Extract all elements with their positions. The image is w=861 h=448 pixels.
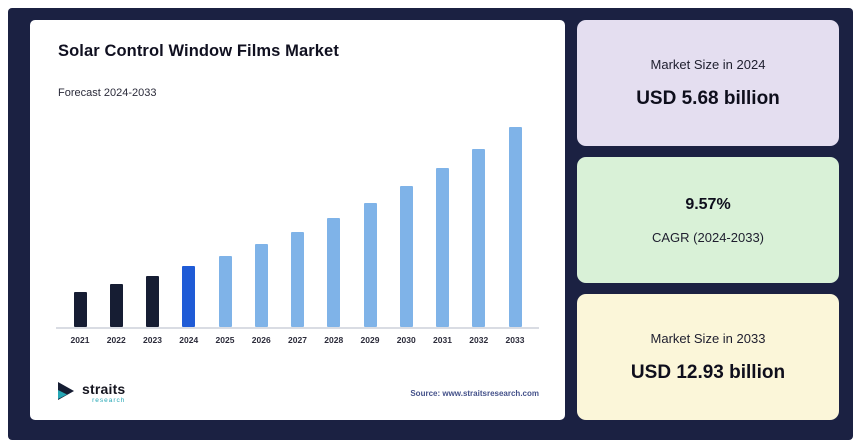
stat-card-cagr: 9.57% CAGR (2024-2033) [577, 157, 839, 283]
chart-subtitle: Forecast 2024-2033 [58, 87, 157, 99]
bar-slot [436, 117, 449, 327]
x-tick-label: 2029 [360, 335, 380, 345]
brand: straits research [56, 381, 125, 406]
bar [182, 266, 196, 327]
x-tick-label: 2033 [505, 335, 525, 345]
page-panel: Solar Control Window Films Market Foreca… [8, 8, 853, 440]
brand-subname: research [92, 397, 126, 405]
x-tick-label: 2027 [288, 335, 307, 345]
bar [472, 149, 486, 327]
bar-slot [218, 117, 232, 327]
bar [436, 168, 449, 327]
chart-title: Solar Control Window Films Market [58, 42, 339, 60]
stat-label: CAGR (2024-2033) [652, 229, 764, 245]
bar [363, 203, 377, 327]
bar [73, 292, 87, 327]
x-tick-label: 2025 [215, 335, 235, 345]
bar-slot [146, 117, 159, 327]
bar-group: 2027 [282, 117, 314, 353]
bar [327, 218, 341, 327]
stat-card-market-size-2033: Market Size in 2033 USD 12.93 billion [577, 294, 839, 420]
bar-group: 2022 [100, 117, 132, 353]
bar-group: 2030 [390, 117, 422, 353]
stat-card-market-size-2024: Market Size in 2024 USD 5.68 billion [577, 20, 839, 146]
bar-slot [472, 117, 486, 327]
bar-group: 2029 [354, 117, 386, 353]
straits-logo-icon [56, 381, 76, 406]
x-tick-label: 2026 [251, 335, 271, 345]
bar-slot [327, 117, 341, 327]
bar [218, 256, 232, 327]
x-tick-label: 2028 [324, 335, 344, 345]
bar-slot [109, 117, 123, 327]
bar-group: 2026 [245, 117, 277, 353]
x-tick-label: 2021 [70, 335, 90, 345]
stat-label: Market Size in 2033 [650, 330, 766, 346]
bar-slot [254, 117, 268, 327]
bars-container: 2021 2022 2023 2024 2025 2026 2027 2028 2029 2030… [64, 117, 531, 353]
source-text: Source: www.straitsresearch.com [410, 389, 539, 398]
x-tick-label: 2031 [433, 335, 452, 345]
chart-footer: straits research Source: www.straitsrese… [56, 381, 539, 406]
bar-group: 2024 [173, 117, 205, 353]
bar-chart: 2021 2022 2023 2024 2025 2026 2027 2028 2029 2030… [56, 117, 539, 353]
brand-name: straits [82, 381, 126, 398]
bar-group: 2025 [209, 117, 241, 353]
x-tick-label: 2022 [106, 335, 126, 345]
bar [109, 284, 123, 327]
chart-card: Solar Control Window Films Market Foreca… [30, 20, 565, 420]
bar [291, 232, 304, 327]
bar-slot [363, 117, 377, 327]
x-tick-label: 2024 [179, 335, 199, 345]
x-tick-label: 2032 [469, 335, 489, 345]
bar [254, 244, 268, 327]
bar-slot [508, 117, 522, 327]
brand-text: straits research [82, 382, 125, 405]
bar-slot [399, 117, 413, 327]
bar-group: 2023 [137, 117, 169, 353]
bar [399, 186, 413, 327]
bar-slot [182, 117, 196, 327]
x-axis-line [56, 327, 539, 329]
bar-group: 2032 [463, 117, 495, 353]
stat-label: Market Size in 2024 [650, 56, 766, 72]
stat-cards: Market Size in 2024 USD 5.68 billion 9.5… [577, 20, 839, 420]
bar [508, 127, 522, 327]
stat-value: 9.57% [685, 195, 731, 213]
stat-value: USD 5.68 billion [636, 87, 780, 109]
bar-group: 2031 [427, 117, 459, 353]
bar-group: 2028 [318, 117, 350, 353]
x-tick-label: 2023 [143, 335, 162, 345]
bar-group: 2033 [499, 117, 531, 353]
bar-slot [291, 117, 304, 327]
bar-slot [73, 117, 87, 327]
stat-value: USD 12.93 billion [630, 361, 786, 383]
bar [146, 276, 159, 327]
x-tick-label: 2030 [396, 335, 416, 345]
bar-group: 2021 [64, 117, 96, 353]
